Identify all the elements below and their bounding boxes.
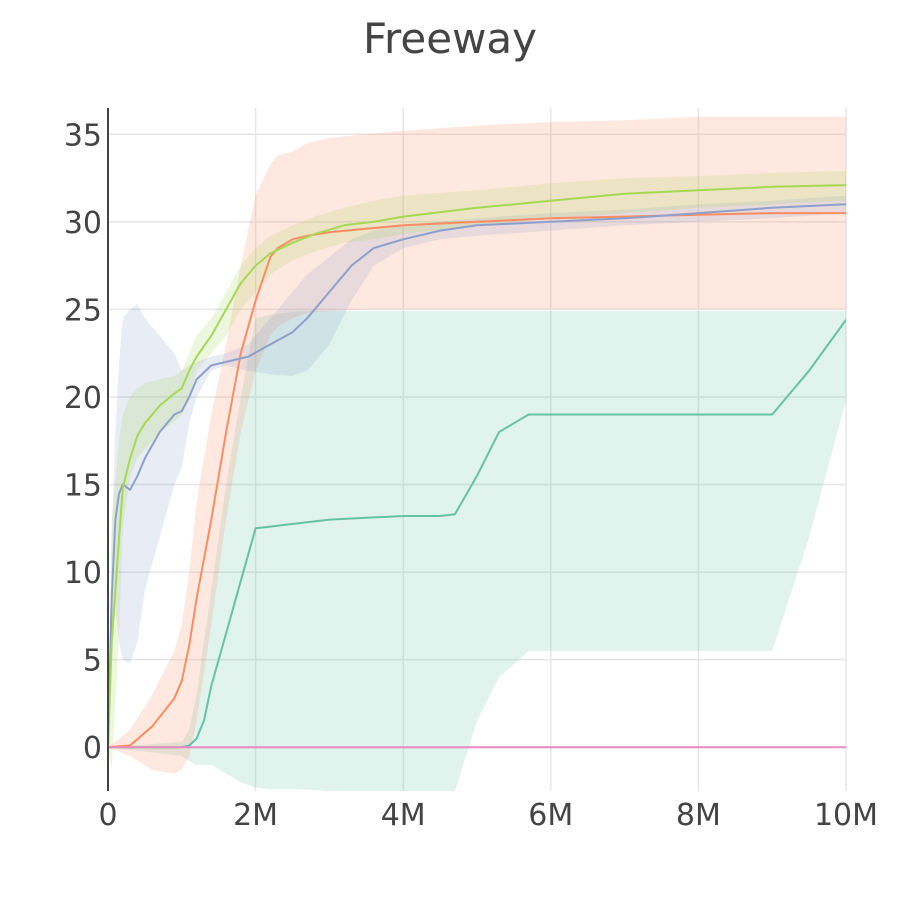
tick-layer: 0 2M 4M 6M 8M 10M 0 5 10 15 20 25 30 35 [64,118,878,833]
series-3-line [108,184,846,748]
x-tick-label-5: 10M [814,798,878,833]
x-tick-label-1: 2M [233,798,278,833]
y-tick-label-3: 15 [64,469,102,504]
series-0-band [108,311,846,791]
x-tick-label-3: 6M [528,798,573,833]
series-1-band [108,116,846,774]
y-tick-label-1: 5 [83,644,102,679]
y-tick-label-5: 25 [64,293,102,328]
y-tick-label-6: 30 [64,206,102,241]
series-2-band [108,195,846,748]
y-tick-label-2: 10 [64,556,102,591]
band-layer [108,116,846,791]
series-2-line [108,203,846,748]
x-tick-label-0: 0 [98,798,117,833]
line-layer [108,184,846,749]
y-tick-label-4: 20 [64,381,102,416]
x-tick-label-2: 4M [381,798,426,833]
x-tick-label-4: 8M [676,798,721,833]
series-0-line [108,319,846,749]
y-tick-label-7: 35 [64,118,102,153]
y-tick-label-0: 0 [83,731,102,766]
chart-title: Freeway [362,14,538,63]
